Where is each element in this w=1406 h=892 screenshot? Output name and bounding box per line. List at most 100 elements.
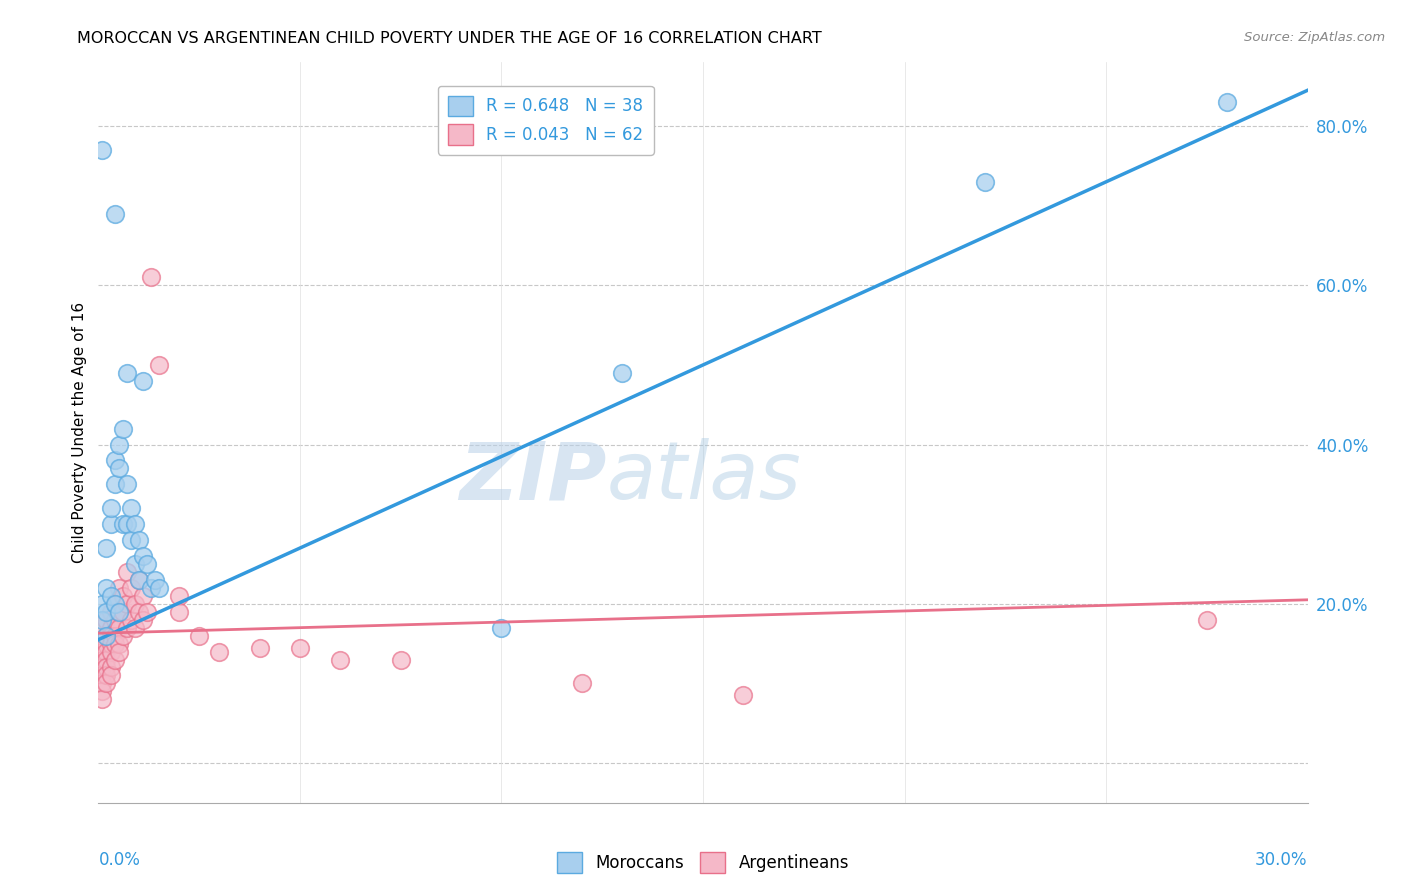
Y-axis label: Child Poverty Under the Age of 16: Child Poverty Under the Age of 16 [72,302,87,563]
Point [111,629,134,643]
Point [96,629,118,643]
Point [96,660,118,674]
Point [96,676,118,690]
Point [288,640,311,655]
Point [491,621,513,635]
Point [91,632,114,647]
Point [124,517,146,532]
Point [111,589,134,603]
Point [100,637,122,651]
Point [100,501,122,516]
Point [91,143,114,157]
Point [91,660,114,674]
Point [91,652,114,666]
Point [124,621,146,635]
Point [115,517,138,532]
Point [208,644,231,658]
Point [128,533,150,547]
Point [139,581,162,595]
Point [115,621,138,635]
Point [1195,613,1218,627]
Point [115,366,138,380]
Point [107,644,129,658]
Point [100,517,122,532]
Point [139,270,162,285]
Point [100,605,122,619]
Point [103,652,125,666]
Point [135,605,157,619]
Point [128,573,150,587]
Text: 30.0%: 30.0% [1256,851,1308,869]
Point [103,613,125,627]
Point [91,684,114,698]
Point [132,374,155,388]
Point [103,477,125,491]
Point [96,637,118,651]
Point [107,621,129,635]
Point [612,366,634,380]
Point [249,640,271,655]
Point [96,541,118,555]
Point [100,660,122,674]
Point [132,549,155,563]
Point [120,581,142,595]
Point [120,533,142,547]
Point [91,644,114,658]
Point [100,668,122,682]
Point [91,692,114,706]
Point [111,605,134,619]
Point [107,605,129,619]
Text: 0.0%: 0.0% [98,851,141,869]
Point [148,581,170,595]
Point [107,437,129,451]
Point [107,581,129,595]
Point [107,637,129,651]
Point [103,597,125,611]
Legend: R = 0.648   N = 38, R = 0.043   N = 62: R = 0.648 N = 38, R = 0.043 N = 62 [439,86,654,154]
Point [120,501,142,516]
Point [115,597,138,611]
Point [733,689,755,703]
Point [96,581,118,595]
Point [96,668,118,682]
Point [143,573,166,587]
Point [100,629,122,643]
Point [132,613,155,627]
Text: MOROCCAN VS ARGENTINEAN CHILD POVERTY UNDER THE AGE OF 16 CORRELATION CHART: MOROCCAN VS ARGENTINEAN CHILD POVERTY UN… [77,31,823,46]
Point [115,477,138,491]
Point [107,461,129,475]
Legend: Moroccans, Argentineans: Moroccans, Argentineans [550,846,856,880]
Point [329,652,352,666]
Point [128,573,150,587]
Point [571,676,593,690]
Point [91,613,114,627]
Point [167,605,190,619]
Text: Source: ZipAtlas.com: Source: ZipAtlas.com [1244,31,1385,45]
Point [107,605,129,619]
Point [103,629,125,643]
Point [103,597,125,611]
Point [103,207,125,221]
Point [91,597,114,611]
Point [128,605,150,619]
Point [115,565,138,579]
Point [148,358,170,372]
Point [100,621,122,635]
Point [103,453,125,467]
Point [91,621,114,635]
Point [389,652,412,666]
Point [167,589,190,603]
Point [111,517,134,532]
Point [974,175,997,189]
Point [96,605,118,619]
Point [96,652,118,666]
Point [135,557,157,571]
Text: atlas: atlas [606,438,801,516]
Point [100,589,122,603]
Point [96,644,118,658]
Point [124,597,146,611]
Point [124,557,146,571]
Text: ZIP: ZIP [458,438,606,516]
Point [91,668,114,682]
Point [96,613,118,627]
